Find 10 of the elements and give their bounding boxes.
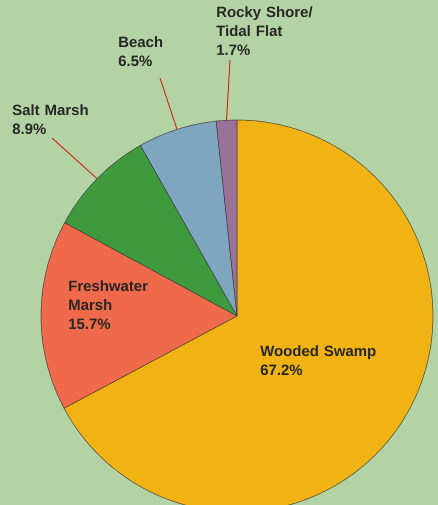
slice-label: Rocky Shore/ Tidal Flat: [216, 6, 312, 36]
data-label: 1.7%: [217, 44, 250, 55]
slice-label: Wooded Swamp: [260, 345, 376, 360]
slice-label: Beach: [119, 36, 162, 48]
slice-label: Freshwater Marsh: [69, 280, 148, 310]
slice-label: Salt Marsh: [12, 104, 88, 116]
data-label: 6.5%: [118, 56, 152, 66]
data-label: 15.7%: [69, 318, 110, 330]
data-label: 8.9%: [12, 124, 46, 134]
data-label: 67.2%: [260, 364, 302, 376]
